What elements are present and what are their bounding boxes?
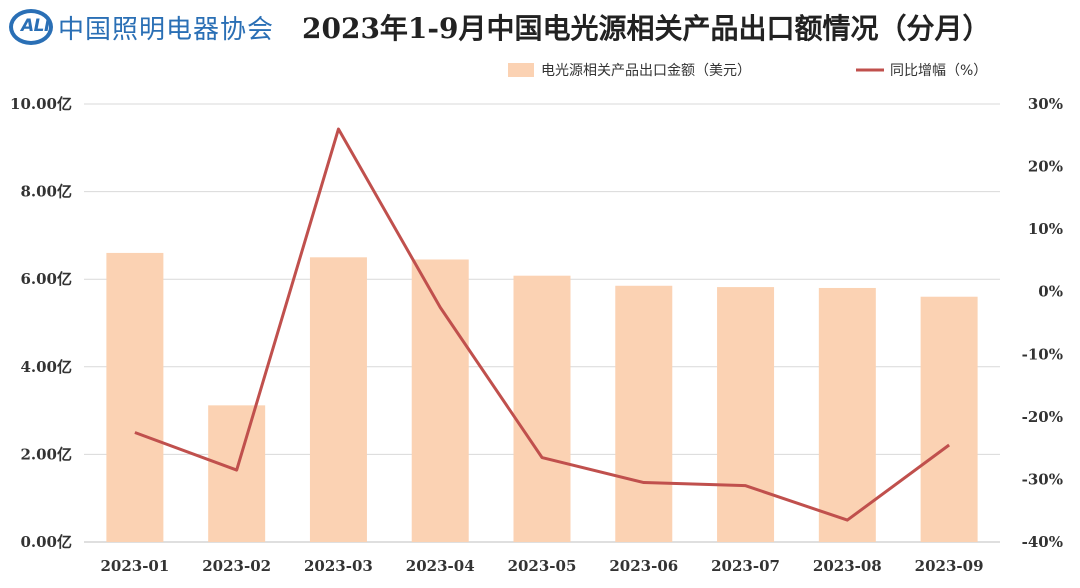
bar-2023-06 [615,285,673,542]
bar-2023-02 [208,405,266,542]
chart-title: 2023年1-9月中国电光源相关产品出口额情况（分月） [302,12,991,45]
bar-2023-04 [411,259,469,542]
right-tick-label: 20% [1028,158,1063,176]
x-tick-label: 2023-03 [304,557,373,575]
logo-icon: ALI [9,9,53,45]
bar-2023-03 [309,257,367,542]
right-tick-label: -20% [1022,408,1063,426]
logo-abbr: ALI [21,16,50,36]
bar-2023-07 [717,287,775,542]
right-tick-label: 30% [1028,95,1063,113]
x-tick-label: 2023-07 [711,557,780,575]
bar-2023-05 [513,275,571,542]
x-tick-label: 2023-05 [508,557,577,575]
left-tick-label: 0.00亿 [20,533,72,551]
left-tick-label: 6.00亿 [20,270,72,288]
legend-bar-swatch [508,63,534,77]
left-axis: 0.00亿 2.00亿 4.00亿 6.00亿 8.00亿 10.00亿 [10,95,72,551]
right-tick-label: -40% [1022,533,1063,551]
bar-2023-01 [106,252,164,543]
logo-name: 中国照明电器协会 [58,15,275,45]
left-tick-label: 4.00亿 [20,358,72,376]
left-tick-label: 8.00亿 [20,183,72,201]
right-tick-label: -10% [1022,345,1063,363]
x-tick-label: 2023-01 [100,557,169,575]
legend: 电光源相关产品出口金额（美元） 同比增幅（%） [508,63,987,79]
left-tick-label: 2.00亿 [20,445,72,463]
legend-line-label: 同比增幅（%） [890,63,987,79]
bar-2023-09 [920,296,978,542]
x-tick-label: 2023-04 [406,557,475,575]
x-tick-label: 2023-02 [202,557,271,575]
right-tick-label: 10% [1028,220,1063,238]
x-tick-label: 2023-06 [609,557,678,575]
right-tick-label: 0% [1038,283,1063,301]
x-tick-label: 2023-09 [915,557,984,575]
bar-series [106,252,978,543]
legend-bar-label: 电光源相关产品出口金额（美元） [541,63,751,79]
line-series [134,127,951,522]
x-tick-label: 2023-08 [813,557,882,575]
right-tick-label: -30% [1022,470,1063,488]
bar-2023-08 [818,287,876,542]
right-axis: -40% -30% -20% -10% 0% 10% 20% 30% [1022,95,1063,551]
x-axis: 2023-01 2023-02 2023-03 2023-04 2023-05 2023-… [100,557,983,575]
left-tick-label: 10.00亿 [10,95,72,113]
header: ALI 中国照明电器协会 2023年1-9月中国电光源相关产品出口额情况（分月） [0,0,1080,52]
